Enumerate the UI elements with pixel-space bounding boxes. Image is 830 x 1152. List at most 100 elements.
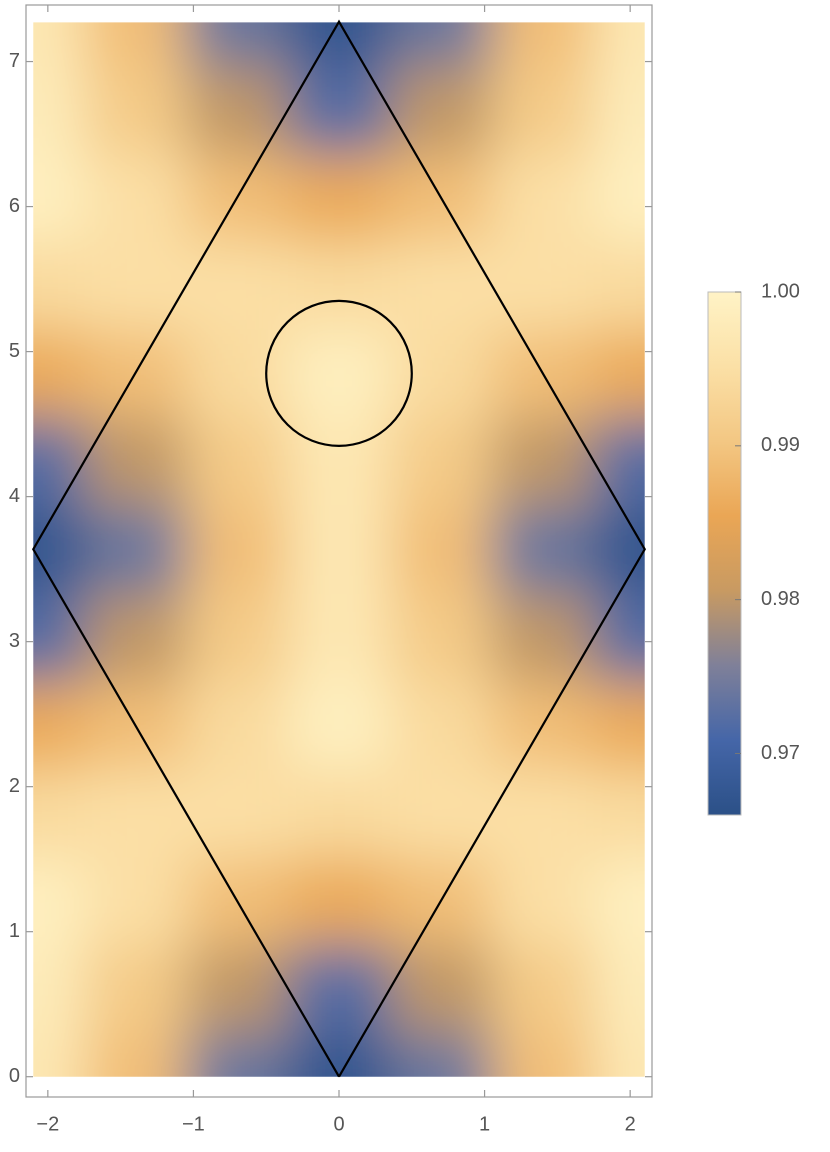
- heat-cell: [288, 329, 391, 419]
- heat-cell: [593, 153, 645, 242]
- heat-cell: [288, 417, 391, 506]
- x-tick-label: 1: [479, 1113, 490, 1135]
- heat-cell: [84, 417, 187, 506]
- heat-cell: [33, 65, 85, 155]
- heat-cell: [593, 593, 645, 683]
- heat-cell: [593, 681, 645, 770]
- heat-cell: [389, 241, 493, 330]
- heat-cell: [491, 417, 595, 506]
- heat-cell: [84, 769, 187, 858]
- heat-cell: [491, 65, 595, 155]
- heat-cell: [288, 681, 391, 770]
- heat-cell: [84, 856, 187, 946]
- heat-cell: [389, 22, 493, 67]
- heat-cell: [33, 1032, 85, 1077]
- heat-cell: [84, 505, 187, 594]
- x-tick-label: 0: [333, 1113, 344, 1135]
- heat-cell: [33, 22, 85, 67]
- heat-cell: [186, 681, 289, 770]
- heat-cell: [389, 593, 493, 683]
- heat-cell: [288, 153, 391, 242]
- heat-cell: [389, 681, 493, 770]
- heat-cell: [84, 65, 187, 155]
- heat-cell: [491, 153, 595, 242]
- heat-cell: [389, 65, 493, 155]
- y-tick-label: 1: [9, 920, 20, 942]
- heat-cell: [186, 593, 289, 683]
- colorbar-tick-label: 0.98: [761, 588, 800, 610]
- heat-cell: [33, 505, 85, 594]
- x-tick-label: 2: [625, 1113, 636, 1135]
- heat-cell: [389, 1032, 493, 1077]
- heat-cell: [84, 944, 187, 1033]
- y-tick-label: 0: [9, 1065, 20, 1087]
- polygon-outline: [32, 19, 646, 1078]
- heat-cell: [84, 241, 187, 330]
- heat-cell: [593, 417, 645, 506]
- heat-cell: [84, 1032, 187, 1077]
- heat-cell: [491, 769, 595, 858]
- heat-cell: [186, 944, 289, 1033]
- heat-cell: [33, 769, 85, 858]
- heat-cell: [593, 329, 645, 419]
- heat-cell: [389, 505, 493, 594]
- heat-cell: [593, 769, 645, 858]
- heat-cell: [33, 681, 85, 770]
- colorbar: [707, 291, 742, 816]
- heat-cell: [33, 593, 85, 683]
- heat-cell: [288, 856, 391, 946]
- colorbar-tick-label: 0.99: [761, 434, 800, 456]
- heat-cell: [288, 944, 391, 1033]
- heat-cell: [186, 1032, 289, 1077]
- heat-cell: [288, 65, 391, 155]
- heat-cell: [186, 505, 289, 594]
- heat-cell: [33, 944, 85, 1033]
- heat-cell: [491, 856, 595, 946]
- heat-cell: [491, 505, 595, 594]
- heat-cell: [389, 417, 493, 506]
- heat-cell: [288, 241, 391, 330]
- heat-cell: [593, 944, 645, 1033]
- heat-cell: [389, 769, 493, 858]
- y-tick-label: 7: [9, 50, 20, 72]
- heat-cell: [593, 65, 645, 155]
- x-tick-label: −1: [182, 1113, 205, 1135]
- heat-cell: [491, 944, 595, 1033]
- heat-cell: [389, 944, 493, 1033]
- y-tick-label: 5: [9, 340, 20, 362]
- heat-cell: [288, 1032, 391, 1077]
- y-tick-label: 3: [9, 630, 20, 652]
- colorbar-tick-label: 0.97: [761, 742, 800, 764]
- heat-cell: [288, 505, 391, 594]
- heat-cell: [491, 593, 595, 683]
- heat-cell: [186, 769, 289, 858]
- heat-cell: [33, 417, 85, 506]
- heat-cell: [593, 241, 645, 330]
- heat-cell: [491, 22, 595, 67]
- heat-cell: [389, 329, 493, 419]
- heat-cell: [288, 769, 391, 858]
- heat-cell: [593, 22, 645, 67]
- heat-cell: [33, 856, 85, 946]
- heat-cell: [593, 505, 645, 594]
- heat-cell: [84, 153, 187, 242]
- heat-cell: [593, 1032, 645, 1077]
- heat-cell: [33, 329, 85, 419]
- heat-cell: [491, 1032, 595, 1077]
- heat-cell: [33, 241, 85, 330]
- y-tick-label: 4: [9, 485, 20, 507]
- heat-cell: [288, 593, 391, 683]
- heat-cell: [33, 153, 85, 242]
- circle-outline: [265, 299, 413, 447]
- heat-cell: [84, 22, 187, 67]
- heat-cell: [593, 856, 645, 946]
- heat-cell: [288, 22, 391, 67]
- heat-cell: [84, 593, 187, 683]
- colorbar-tick-label: 1.00: [761, 280, 800, 302]
- y-tick-label: 6: [9, 195, 20, 217]
- heat-cell: [186, 241, 289, 330]
- y-tick-label: 2: [9, 775, 20, 797]
- heat-cell: [491, 241, 595, 330]
- heatmap: [33, 22, 645, 1077]
